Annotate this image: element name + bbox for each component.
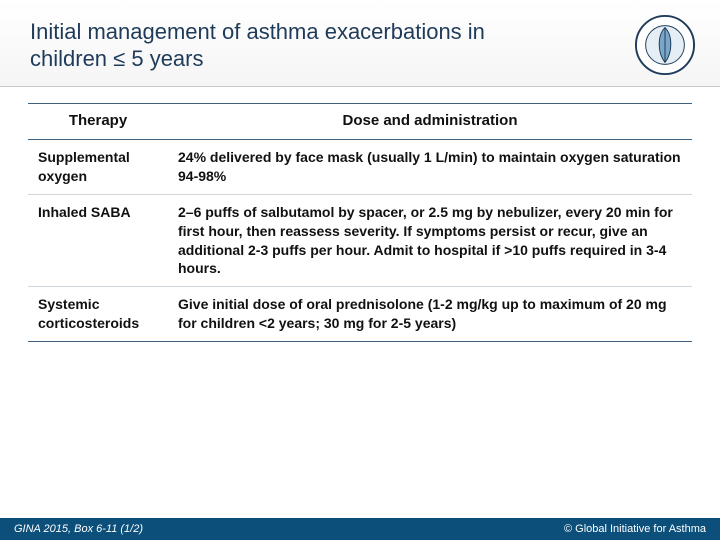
content-area: Therapy Dose and administration Suppleme… (0, 87, 720, 342)
gina-logo-icon (634, 14, 696, 76)
slide-header: Initial management of asthma exacerbatio… (0, 0, 720, 87)
page-title: Initial management of asthma exacerbatio… (30, 18, 550, 73)
cell-therapy: Supplemental oxygen (28, 140, 168, 195)
footer-copyright: © Global Initiative for Asthma (564, 523, 706, 535)
table-row: Systemic corticosteroids Give initial do… (28, 287, 692, 342)
therapy-table: Therapy Dose and administration Suppleme… (28, 103, 692, 342)
cell-dose: Give initial dose of oral prednisolone (… (168, 287, 692, 342)
footer-reference: GINA 2015, Box 6-11 (1/2) (14, 523, 143, 535)
cell-therapy: Systemic corticosteroids (28, 287, 168, 342)
table-row: Supplemental oxygen 24% delivered by fac… (28, 140, 692, 195)
col-header-dose: Dose and administration (168, 104, 692, 140)
table-row: Inhaled SABA 2–6 puffs of salbutamol by … (28, 194, 692, 287)
col-header-therapy: Therapy (28, 104, 168, 140)
cell-dose: 2–6 puffs of salbutamol by spacer, or 2.… (168, 194, 692, 287)
cell-therapy: Inhaled SABA (28, 194, 168, 287)
cell-dose: 24% delivered by face mask (usually 1 L/… (168, 140, 692, 195)
slide-footer: GINA 2015, Box 6-11 (1/2) © Global Initi… (0, 518, 720, 540)
table-header-row: Therapy Dose and administration (28, 104, 692, 140)
